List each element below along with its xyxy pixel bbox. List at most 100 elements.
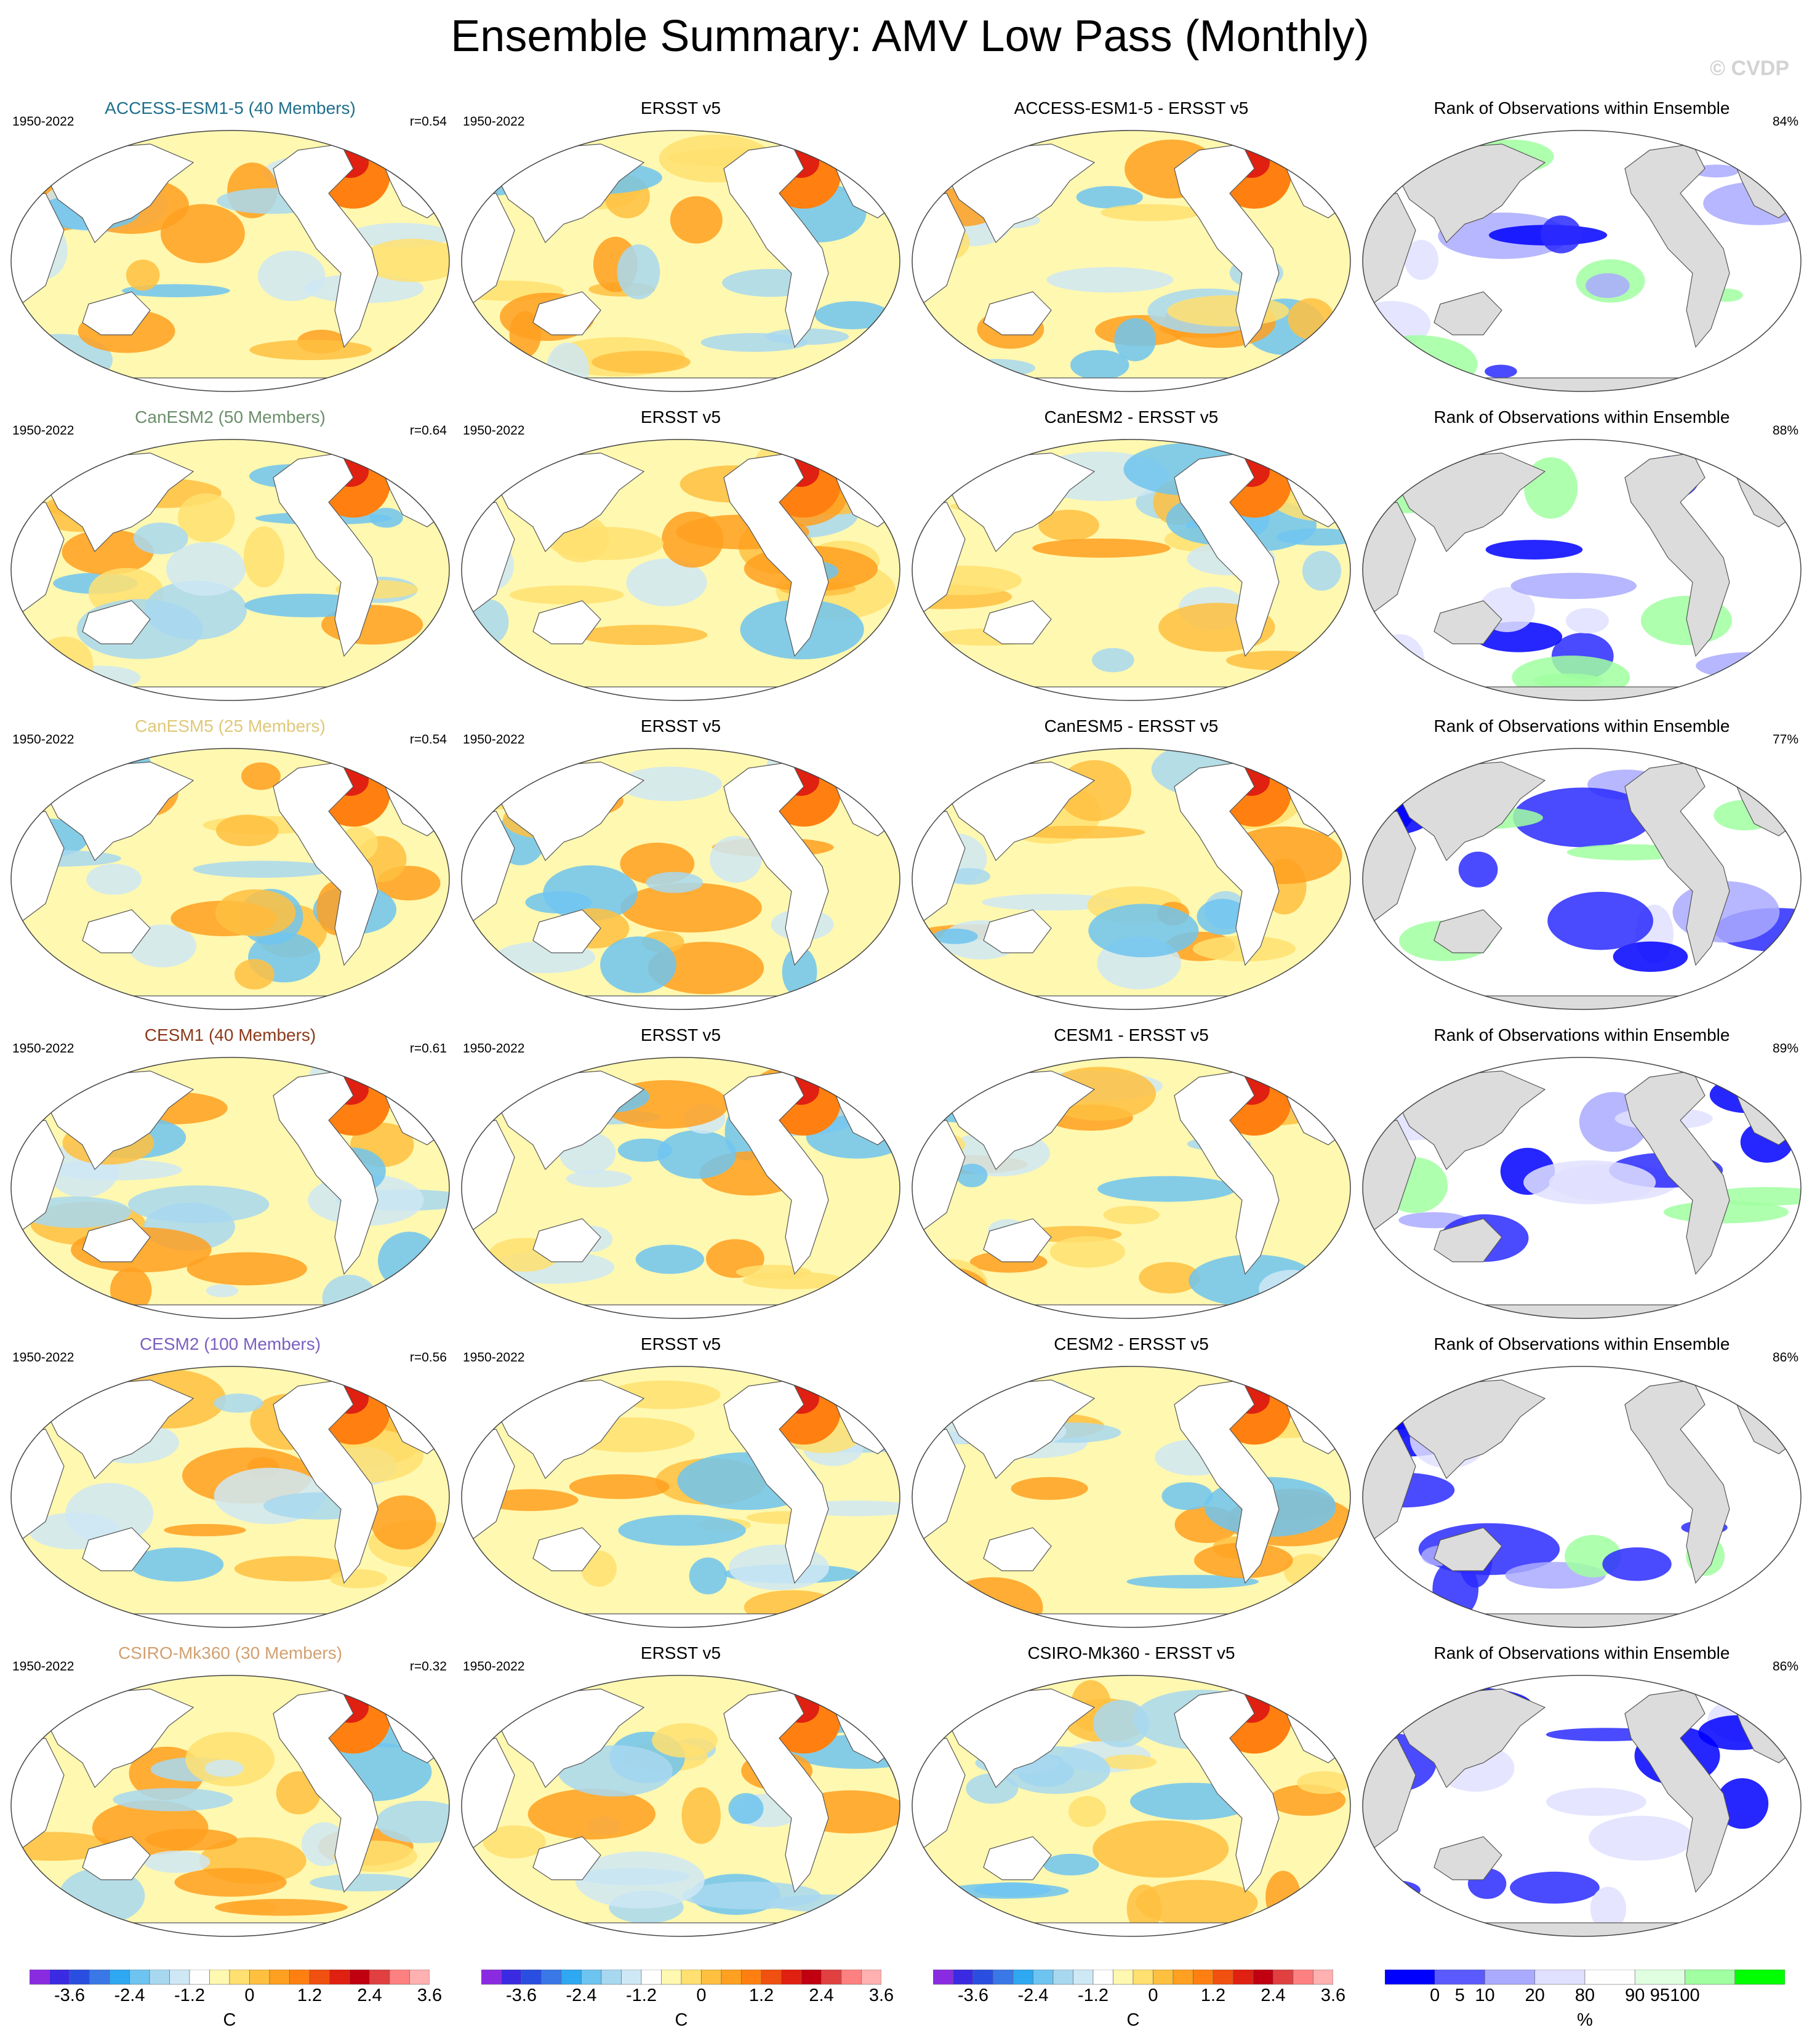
map-panel-r4-c2: ERSST v5 1950-2022 <box>459 1025 902 1333</box>
colorbar-swatch <box>972 1970 993 1985</box>
colorbar-swatch <box>1434 1970 1485 1985</box>
rank-map <box>1362 1675 1802 1937</box>
colorbar-unit: % <box>1577 2010 1593 2030</box>
colorbar-tick-label: 0 <box>244 1986 255 2005</box>
colorbar-swatch <box>249 1970 270 1985</box>
colorbar-swatch <box>1273 1970 1294 1985</box>
sst-map <box>461 439 900 701</box>
rank-title: Rank of Observations within Ensemble <box>1433 98 1730 118</box>
sst-map <box>10 1057 450 1319</box>
colorbar-tick-label: 90 <box>1625 1986 1645 2005</box>
model-title: ACCESS-ESM1-5 (40 Members) <box>105 98 356 118</box>
colorbar-tick-label: -1.2 <box>626 1986 657 2005</box>
sst-map <box>461 130 900 392</box>
colorbar-swatch <box>1033 1970 1054 1985</box>
colorbar-swatch <box>781 1970 802 1985</box>
colorbar-swatch <box>349 1970 370 1985</box>
rank-map <box>1362 130 1802 392</box>
period-label: 1950-2022 <box>463 732 525 747</box>
sst-map <box>912 748 1351 1010</box>
map-panel-r4-c3: CESM1 - ERSST v5 <box>910 1025 1353 1333</box>
colorbar-swatch <box>309 1970 330 1985</box>
sst-map <box>912 130 1351 392</box>
colorbar-swatch <box>329 1970 350 1985</box>
model-title: CanESM2 (50 Members) <box>135 407 326 427</box>
colorbar-swatch <box>581 1970 602 1985</box>
colorbar-swatch <box>1213 1970 1233 1985</box>
pattern-correlation: r=0.56 <box>409 1350 447 1365</box>
model-title: CanESM5 (25 Members) <box>135 716 326 736</box>
colorbar-swatch <box>481 1970 502 1985</box>
colorbar-swatch <box>953 1970 974 1985</box>
obs-title: ERSST v5 <box>640 1643 721 1662</box>
map-panel-r5-c2: ERSST v5 1950-2022 <box>459 1334 902 1642</box>
map-panel-r5-c4: Rank of Observations within Ensemble 86% <box>1360 1334 1803 1642</box>
colorbar-swatch <box>661 1970 682 1985</box>
colorbar-swatch <box>1485 1970 1536 1985</box>
colorbar-sst-3: -3.6 -2.4 -1.2 0 1.2 2.4 3.6 C <box>933 1970 1345 2037</box>
period-label: 1950-2022 <box>463 1659 525 1674</box>
diff-title: CanESM5 - ERSST v5 <box>1044 716 1219 736</box>
colorbar-tick-label: 100 <box>1670 1986 1700 2005</box>
rank-map <box>1362 748 1802 1010</box>
map-panel-r4-c1: CESM1 (40 Members) 1950-2022 r=0.61 <box>9 1025 452 1333</box>
pattern-correlation: r=0.54 <box>409 114 447 129</box>
colorbar-tick-label: -3.6 <box>54 1986 85 2005</box>
colorbar-swatches <box>933 1970 1333 1985</box>
colorbar-swatch <box>601 1970 622 1985</box>
map-panel-r1-c2: ERSST v5 1950-2022 <box>459 98 902 406</box>
colorbar-swatch <box>993 1970 1014 1985</box>
colorbar-swatch <box>933 1970 953 1985</box>
rank-map <box>1362 1366 1802 1628</box>
colorbar-tick-label: 80 <box>1574 1986 1595 2005</box>
colorbar-swatch <box>1685 1970 1736 1985</box>
colorbar-swatch <box>1092 1970 1113 1985</box>
colorbar-swatch <box>1293 1970 1313 1985</box>
colorbar-swatch <box>861 1970 881 1985</box>
colorbar-tick-label: 95 <box>1650 1986 1670 2005</box>
period-label: 1950-2022 <box>12 114 74 129</box>
colorbar-swatch <box>169 1970 190 1985</box>
colorbar-tick-label: -1.2 <box>1078 1986 1108 2005</box>
sst-map <box>10 1675 450 1937</box>
rank-title: Rank of Observations within Ensemble <box>1433 1643 1730 1662</box>
sst-map <box>461 1366 900 1628</box>
obs-title: ERSST v5 <box>640 716 721 736</box>
colorbar-tick-label: 2.4 <box>1261 1986 1286 2005</box>
sst-map <box>10 130 450 392</box>
map-panel-r6-c1: CSIRO-Mk360 (30 Members) 1950-2022 r=0.32 <box>9 1643 452 1951</box>
map-panel-r2-c4: Rank of Observations within Ensemble 88% <box>1360 407 1803 715</box>
colorbar-swatch <box>1153 1970 1174 1985</box>
pattern-correlation: r=0.64 <box>409 423 447 438</box>
obs-title: ERSST v5 <box>640 98 721 118</box>
colorbar-swatch <box>149 1970 170 1985</box>
map-panel-r5-c1: CESM2 (100 Members) 1950-2022 r=0.56 <box>9 1334 452 1642</box>
map-panel-r5-c3: CESM2 - ERSST v5 <box>910 1334 1353 1642</box>
colorbar-tick-label: 1.2 <box>297 1986 323 2005</box>
colorbar-swatch <box>801 1970 822 1985</box>
colorbar-swatch <box>1052 1970 1073 1985</box>
colorbar-swatch <box>49 1970 70 1985</box>
model-title: CESM2 (100 Members) <box>139 1334 321 1353</box>
colorbar-swatch <box>30 1970 50 1985</box>
diff-title: CanESM2 - ERSST v5 <box>1044 407 1219 427</box>
colorbar-swatches <box>30 1970 430 1985</box>
sst-map <box>461 1675 900 1937</box>
sst-map <box>912 439 1351 701</box>
pattern-correlation: r=0.54 <box>409 732 447 747</box>
map-panel-r3-c1: CanESM5 (25 Members) 1950-2022 r=0.54 <box>9 716 452 1024</box>
map-panel-r3-c2: ERSST v5 1950-2022 <box>459 716 902 1024</box>
colorbar-tick-label: -3.6 <box>958 1986 988 2005</box>
colorbar-swatches <box>1385 1970 1785 1985</box>
colorbar-tick-label: -2.4 <box>114 1986 145 2005</box>
colorbar-swatch <box>1173 1970 1193 1985</box>
model-title: CSIRO-Mk360 (30 Members) <box>118 1643 343 1662</box>
period-label: 1950-2022 <box>12 423 74 438</box>
colorbar-tick-label: -2.4 <box>1017 1986 1049 2005</box>
colorbar-tick-label: 1.2 <box>1200 1986 1226 2005</box>
colorbar-swatch <box>409 1970 430 1985</box>
sst-map <box>10 1366 450 1628</box>
obs-title: ERSST v5 <box>640 407 721 427</box>
colorbar-swatch <box>269 1970 290 1985</box>
colorbar-tick-label: 20 <box>1525 1986 1545 2005</box>
